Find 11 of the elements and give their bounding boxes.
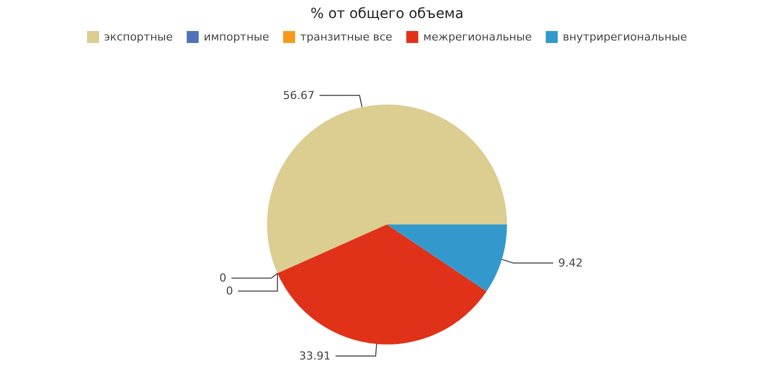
data-label: 33.91 <box>299 349 331 362</box>
legend-label: межрегиональные <box>423 30 532 44</box>
legend-label: транзитные все <box>300 30 393 44</box>
text: 0 <box>226 284 233 298</box>
chart-title: % от общего объема <box>310 6 464 22</box>
legend-label: экспортные <box>104 30 173 44</box>
legend-label: импортные <box>204 30 270 44</box>
text: 0 <box>219 272 226 285</box>
data-label: 9.42 <box>558 256 583 270</box>
legend-label: внутрирегиональные <box>562 30 688 44</box>
data-label: 56.67 <box>283 88 315 102</box>
